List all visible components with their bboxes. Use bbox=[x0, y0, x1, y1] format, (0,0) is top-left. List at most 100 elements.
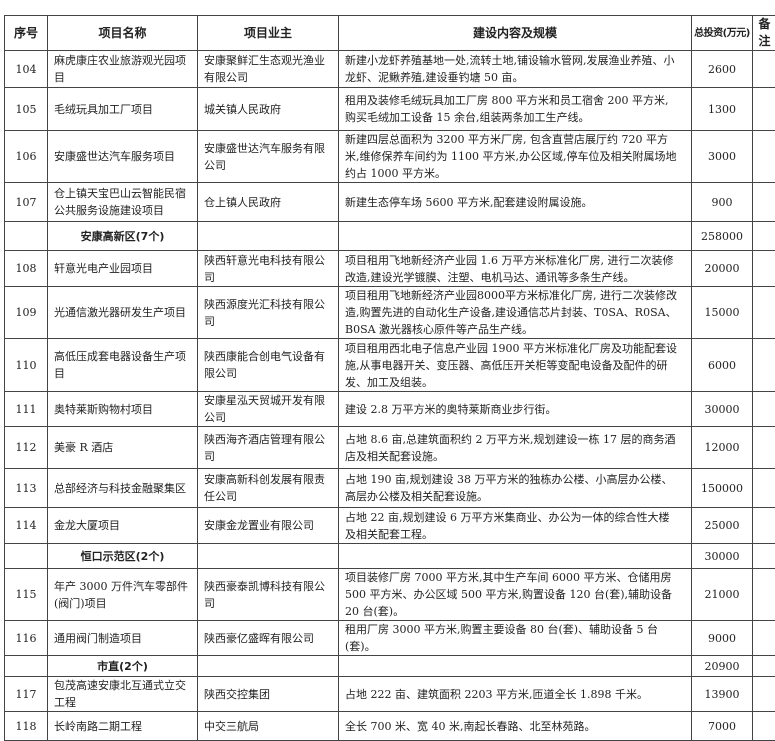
cell-owner: 陕西轩意光电科技有限公司 bbox=[198, 251, 339, 287]
header-content: 建设内容及规模 bbox=[339, 16, 692, 51]
cell-remark bbox=[753, 222, 775, 251]
cell-investment: 6000 bbox=[692, 339, 753, 392]
cell-content: 新建生态停车场 5600 平方米,配套建设附属设施。 bbox=[339, 183, 692, 222]
cell-content: 占地 222 亩、建筑面积 2203 平方米,匝道全长 1.898 千米。 bbox=[339, 677, 692, 712]
header-investment: 总投资(万元) bbox=[692, 16, 753, 51]
cell-remark bbox=[753, 544, 775, 569]
cell-content: 租用及装修毛绒玩具加工厂房 800 平方米和员工宿舍 200 平方米,购买毛绒加… bbox=[339, 88, 692, 131]
cell-content: 项目租用飞地新经济产业园8000平方米标准化厂房, 进行二次装修改造,购置先进的… bbox=[339, 287, 692, 339]
cell-remark bbox=[753, 392, 775, 427]
group-name: 恒口示范区(2个) bbox=[48, 544, 198, 569]
cell-investment: 150000 bbox=[692, 469, 753, 508]
cell-owner: 陕西豪亿盛晖有限公司 bbox=[198, 621, 339, 656]
cell-remark bbox=[753, 88, 775, 131]
cell-investment: 15000 bbox=[692, 287, 753, 339]
cell-no: 107 bbox=[5, 183, 48, 222]
cell-investment: 3000 bbox=[692, 131, 753, 183]
cell-no bbox=[5, 222, 48, 251]
cell-remark bbox=[753, 339, 775, 392]
table-header: 序号 项目名称 项目业主 建设内容及规模 总投资(万元) 备注 bbox=[5, 16, 775, 51]
cell-name: 仓上镇天宝巴山云智能民宿公共服务设施建设项目 bbox=[48, 183, 198, 222]
header-remark: 备注 bbox=[753, 16, 775, 51]
cell-owner: 陕西豪泰凯博科技有限公司 bbox=[198, 569, 339, 621]
cell-no: 118 bbox=[5, 712, 48, 741]
cell-no: 110 bbox=[5, 339, 48, 392]
cell-name: 年产 3000 万件汽车零部件(阀门)项目 bbox=[48, 569, 198, 621]
cell-remark bbox=[753, 656, 775, 677]
cell-name: 高低压成套电器设备生产项目 bbox=[48, 339, 198, 392]
cell-investment: 900 bbox=[692, 183, 753, 222]
cell-no: 112 bbox=[5, 427, 48, 469]
cell-owner: 安康金龙置业有限公司 bbox=[198, 508, 339, 544]
cell-remark bbox=[753, 677, 775, 712]
cell-content bbox=[339, 222, 692, 251]
cell-name: 美豪 R 酒店 bbox=[48, 427, 198, 469]
cell-remark bbox=[753, 508, 775, 544]
cell-no: 111 bbox=[5, 392, 48, 427]
cell-investment: 20900 bbox=[692, 656, 753, 677]
cell-investment: 21000 bbox=[692, 569, 753, 621]
cell-name: 通用阀门制造项目 bbox=[48, 621, 198, 656]
cell-remark bbox=[753, 427, 775, 469]
cell-name: 轩意光电产业园项目 bbox=[48, 251, 198, 287]
cell-investment: 1300 bbox=[692, 88, 753, 131]
cell-name: 长岭南路二期工程 bbox=[48, 712, 198, 741]
cell-remark bbox=[753, 251, 775, 287]
cell-owner: 仓上镇人民政府 bbox=[198, 183, 339, 222]
cell-content: 项目装修厂房 7000 平方米,其中生产车间 6000 平方米、仓储用房 500… bbox=[339, 569, 692, 621]
cell-investment: 9000 bbox=[692, 621, 753, 656]
cell-name: 总部经济与科技金融聚集区 bbox=[48, 469, 198, 508]
group-name: 安康高新区(7个) bbox=[48, 222, 198, 251]
cell-content: 新建四层总面积为 3200 平方米厂房, 包含直营店展厅约 720 平方米,维修… bbox=[339, 131, 692, 183]
cell-owner: 安康盛世达汽车服务有限公司 bbox=[198, 131, 339, 183]
cell-owner: 安康星泓天贸城开发有限公司 bbox=[198, 392, 339, 427]
cell-content: 占地 8.6 亩,总建筑面积约 2 万平方米,规划建设一栋 17 层的商务酒店及… bbox=[339, 427, 692, 469]
cell-content bbox=[339, 656, 692, 677]
cell-content: 占地 190 亩,规划建设 38 万平方米的独栋办公楼、小高层办公楼、高层办公楼… bbox=[339, 469, 692, 508]
cell-investment: 20000 bbox=[692, 251, 753, 287]
group-row: 市直(2个)20900 bbox=[5, 656, 775, 677]
cell-no: 105 bbox=[5, 88, 48, 131]
cell-no: 116 bbox=[5, 621, 48, 656]
cell-no: 117 bbox=[5, 677, 48, 712]
cell-remark bbox=[753, 287, 775, 339]
cell-remark bbox=[753, 569, 775, 621]
header-owner: 项目业主 bbox=[198, 16, 339, 51]
cell-owner: 陕西康能合创电气设备有限公司 bbox=[198, 339, 339, 392]
cell-owner: 陕西交控集团 bbox=[198, 677, 339, 712]
cell-no: 104 bbox=[5, 51, 48, 88]
header-name: 项目名称 bbox=[48, 16, 198, 51]
cell-remark bbox=[753, 51, 775, 88]
cell-no: 114 bbox=[5, 508, 48, 544]
cell-name: 毛绒玩具加工厂项目 bbox=[48, 88, 198, 131]
cell-name: 包茂高速安康北互通式立交工程 bbox=[48, 677, 198, 712]
cell-investment: 7000 bbox=[692, 712, 753, 741]
cell-name: 麻虎康庄农业旅游观光园项目 bbox=[48, 51, 198, 88]
cell-owner: 中交三航局 bbox=[198, 712, 339, 741]
cell-no bbox=[5, 656, 48, 677]
group-row: 安康高新区(7个)258000 bbox=[5, 222, 775, 251]
cell-content: 项目租用西北电子信息产业园 1900 平方米标准化厂房及功能配套设施,从事电器开… bbox=[339, 339, 692, 392]
group-row: 恒口示范区(2个)30000 bbox=[5, 544, 775, 569]
cell-name: 安康盛世达汽车服务项目 bbox=[48, 131, 198, 183]
cell-owner bbox=[198, 544, 339, 569]
header-no: 序号 bbox=[5, 16, 48, 51]
cell-name: 金龙大厦项目 bbox=[48, 508, 198, 544]
cell-investment: 25000 bbox=[692, 508, 753, 544]
cell-no bbox=[5, 544, 48, 569]
cell-remark bbox=[753, 131, 775, 183]
cell-no: 109 bbox=[5, 287, 48, 339]
cell-content bbox=[339, 544, 692, 569]
